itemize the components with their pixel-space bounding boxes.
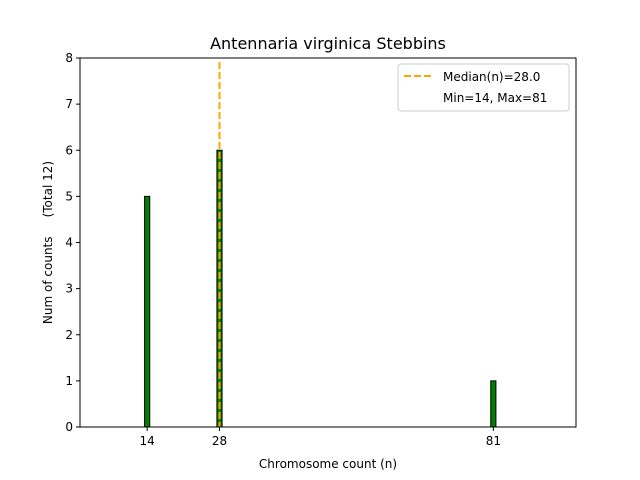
x-tick-label: 28	[212, 434, 227, 448]
y-axis-label: Num of counts (Total 12)	[41, 161, 55, 324]
y-tick-label: 4	[65, 236, 73, 250]
bar-81	[490, 380, 497, 428]
x-tick-label: 81	[486, 434, 501, 448]
chart-title: Antennaria virginica Stebbins	[210, 34, 446, 53]
legend-minmax-label: Min=14, Max=81	[443, 91, 547, 105]
x-tick-label: 14	[140, 434, 155, 448]
bar-14	[144, 195, 151, 428]
y-tick-label: 0	[65, 420, 73, 434]
y-tick-label: 7	[65, 97, 73, 111]
y-tick-label: 8	[65, 51, 73, 65]
y-axis-ticks: 0 1 2 3 4 5 6 7 8	[65, 51, 80, 434]
y-tick-label: 6	[65, 143, 73, 157]
x-axis-label: Chromosome count (n)	[259, 457, 397, 471]
y-tick-label: 3	[65, 282, 73, 296]
legend-box	[397, 63, 570, 112]
legend-median-label: Median(n)=28.0	[443, 70, 540, 84]
y-tick-label: 2	[65, 328, 73, 342]
x-axis-ticks: 14 28 81	[140, 427, 501, 448]
y-tick-label: 5	[65, 189, 73, 203]
y-tick-label: 1	[65, 374, 73, 388]
legend: Median(n)=28.0 Min=14, Max=81	[397, 63, 570, 112]
